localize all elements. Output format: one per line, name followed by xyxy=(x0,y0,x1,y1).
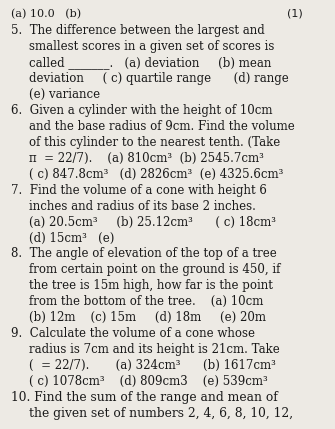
Text: smallest scores in a given set of scores is: smallest scores in a given set of scores… xyxy=(29,40,275,53)
Text: radius is 7cm and its height is 21cm. Take: radius is 7cm and its height is 21cm. Ta… xyxy=(29,343,280,356)
Text: (d) 15cm³   (e): (d) 15cm³ (e) xyxy=(29,232,115,245)
Text: (a) 10.0   (b): (a) 10.0 (b) xyxy=(11,9,81,19)
Text: from the bottom of the tree.    (a) 10cm: from the bottom of the tree. (a) 10cm xyxy=(29,295,264,308)
Text: ( c) 847.8cm³   (d) 2826cm³  (e) 4325.6cm³: ( c) 847.8cm³ (d) 2826cm³ (e) 4325.6cm³ xyxy=(29,168,284,181)
Text: (1): (1) xyxy=(286,9,302,18)
Text: the tree is 15m high, how far is the point: the tree is 15m high, how far is the poi… xyxy=(29,279,273,292)
Text: from certain point on the ground is 450, if: from certain point on the ground is 450,… xyxy=(29,263,281,276)
Text: (  = 22/7).       (a) 324cm³      (b) 1617cm³: ( = 22/7). (a) 324cm³ (b) 1617cm³ xyxy=(29,359,276,372)
Text: π  = 22/7).    (a) 810cm³  (b) 2545.7cm³: π = 22/7). (a) 810cm³ (b) 2545.7cm³ xyxy=(29,152,264,165)
Text: of this cylinder to the nearest tenth. (Take: of this cylinder to the nearest tenth. (… xyxy=(29,136,280,149)
Text: 5.  The difference between the largest and: 5. The difference between the largest an… xyxy=(11,24,265,37)
Text: 7.  Find the volume of a cone with height 6: 7. Find the volume of a cone with height… xyxy=(11,184,267,197)
Text: and the base radius of 9cm. Find the volume: and the base radius of 9cm. Find the vol… xyxy=(29,120,295,133)
Text: the given set of numbers 2, 4, 6, 8, 10, 12,: the given set of numbers 2, 4, 6, 8, 10,… xyxy=(29,407,293,420)
Text: deviation     ( c) quartile range      (d) range: deviation ( c) quartile range (d) range xyxy=(29,72,289,85)
Text: called _______.   (a) deviation     (b) mean: called _______. (a) deviation (b) mean xyxy=(29,56,272,69)
Text: 6.  Given a cylinder with the height of 10cm: 6. Given a cylinder with the height of 1… xyxy=(11,104,273,117)
Text: (e) variance: (e) variance xyxy=(29,88,100,101)
Text: (b) 12m    (c) 15m     (d) 18m     (e) 20m: (b) 12m (c) 15m (d) 18m (e) 20m xyxy=(29,311,266,324)
Text: 8.  The angle of elevation of the top of a tree: 8. The angle of elevation of the top of … xyxy=(11,248,277,260)
Text: inches and radius of its base 2 inches.: inches and radius of its base 2 inches. xyxy=(29,199,256,213)
Text: 9.  Calculate the volume of a cone whose: 9. Calculate the volume of a cone whose xyxy=(11,327,255,340)
Text: 10. Find the sum of the range and mean of: 10. Find the sum of the range and mean o… xyxy=(11,391,278,404)
Text: (a) 20.5cm³     (b) 25.12cm³      ( c) 18cm³: (a) 20.5cm³ (b) 25.12cm³ ( c) 18cm³ xyxy=(29,215,276,229)
Text: ( c) 1078cm³    (d) 809cm3    (e) 539cm³: ( c) 1078cm³ (d) 809cm3 (e) 539cm³ xyxy=(29,375,268,388)
